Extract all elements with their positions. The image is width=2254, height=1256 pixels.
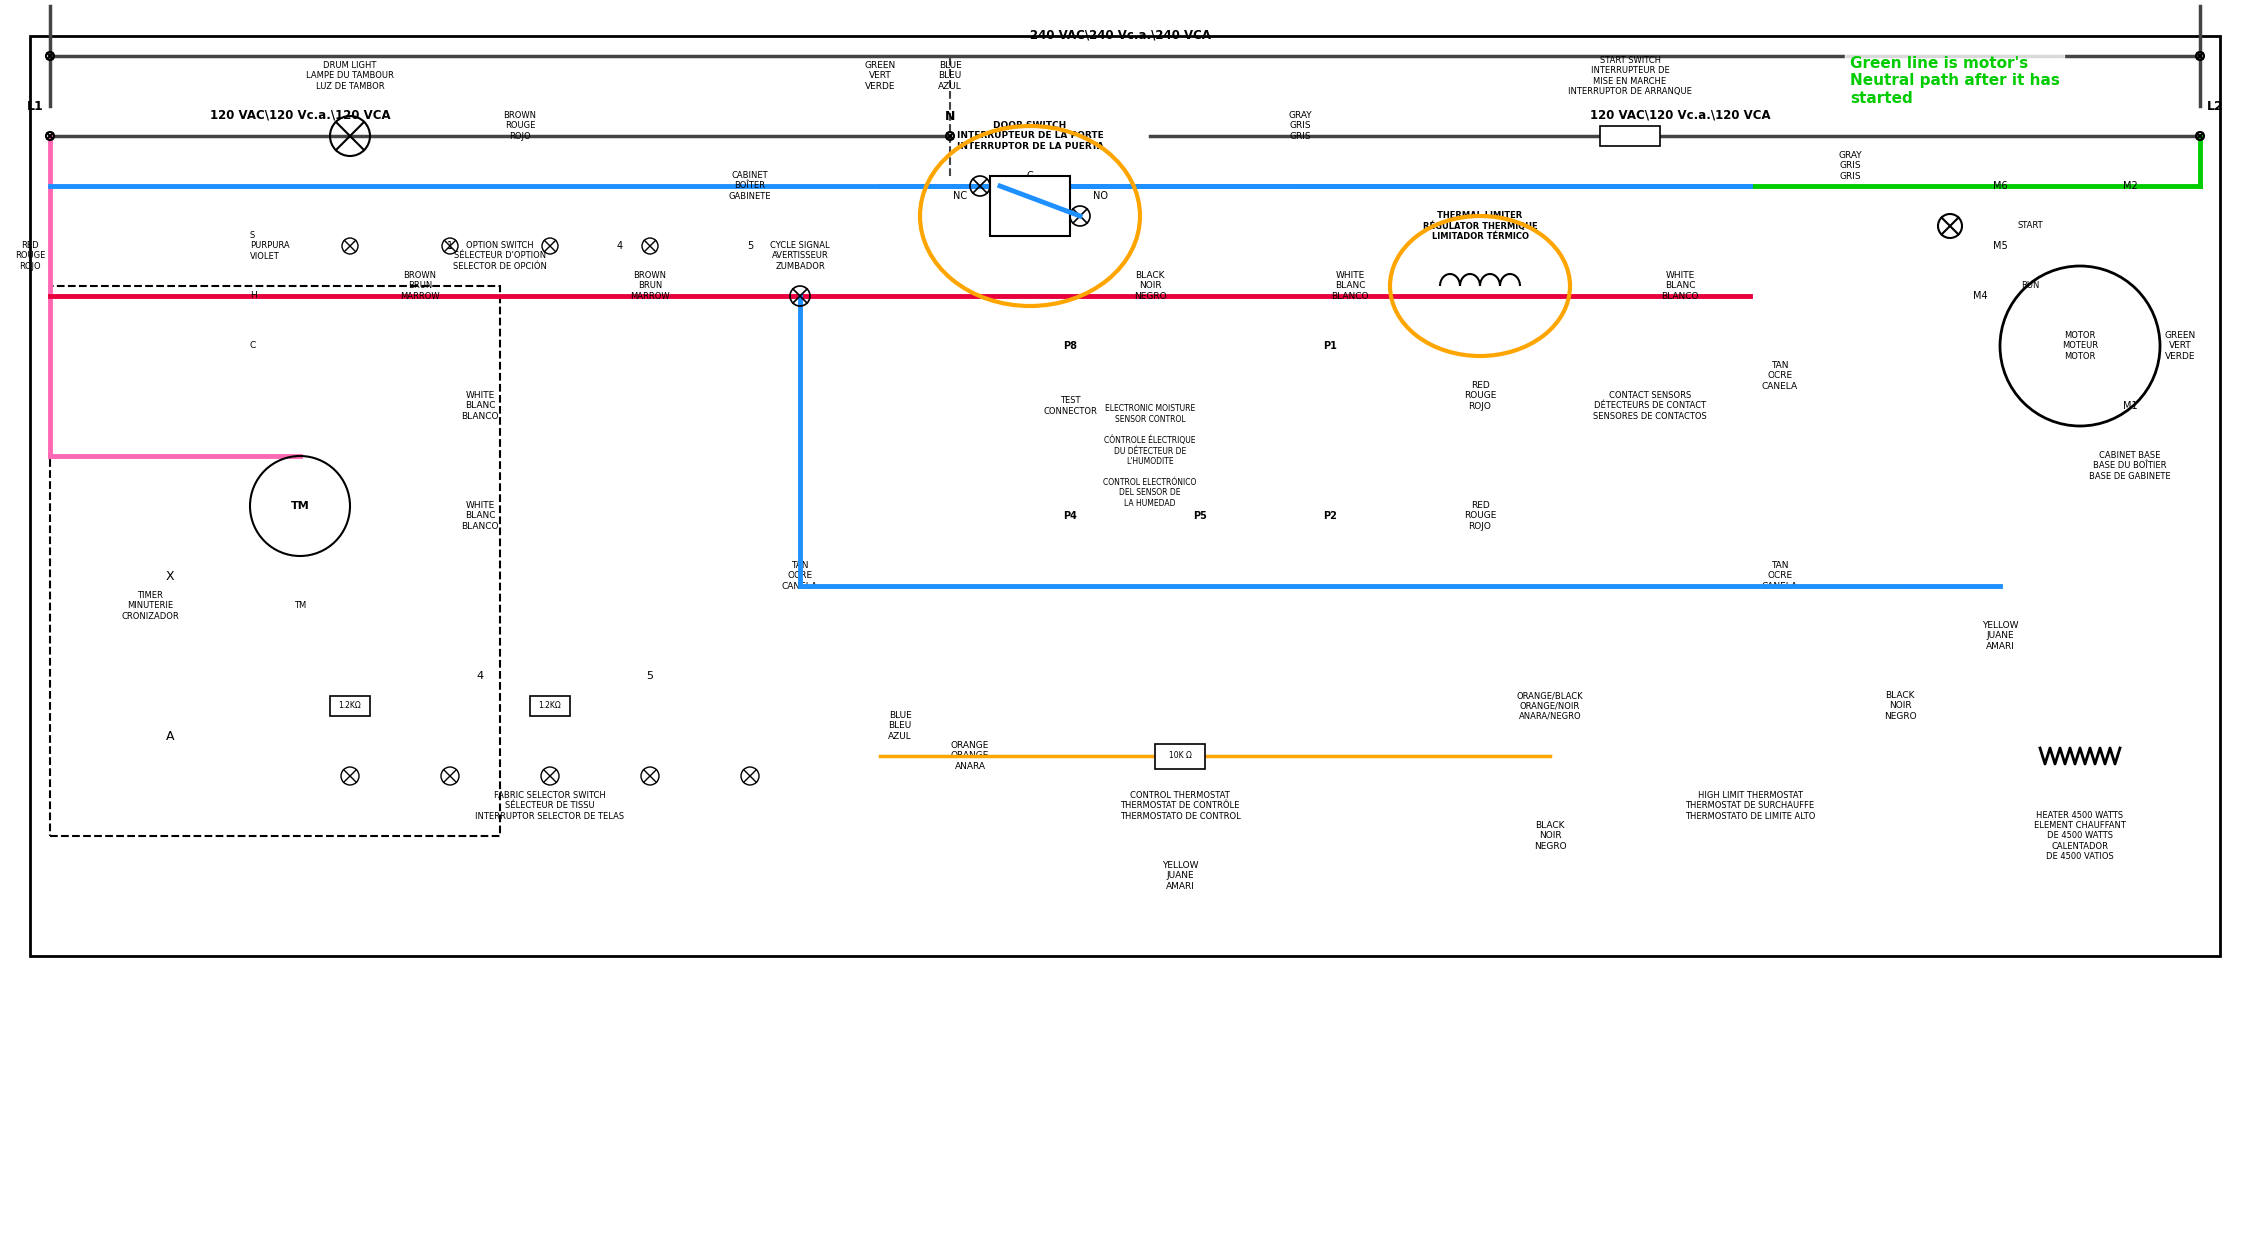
Text: FABRIC SELECTOR SWITCH
SÉLECTEUR DE TISSU
INTERRUPTOR SELECTOR DE TELAS: FABRIC SELECTOR SWITCH SÉLECTEUR DE TISS… <box>476 791 624 821</box>
Text: BROWN
BRUN
MARROW: BROWN BRUN MARROW <box>631 271 669 301</box>
Text: ELECTRONIC MOISTURE
SENSOR CONTROL

CÔNTROLE ÉLECTRIQUE
DU DÉTECTEUR DE
L'HUMODI: ELECTRONIC MOISTURE SENSOR CONTROL CÔNTR… <box>1102 404 1197 507</box>
Text: WHITE
BLANC
BLANCO: WHITE BLANC BLANCO <box>1661 271 1700 301</box>
Text: HEATER 4500 WATTS
ELEMENT CHAUFFANT
DE 4500 WATTS
CALENTADOR
DE 4500 VATIOS: HEATER 4500 WATTS ELEMENT CHAUFFANT DE 4… <box>2033 810 2126 862</box>
Text: M2: M2 <box>2123 181 2137 191</box>
Text: RED
ROUGE
ROJO: RED ROUGE ROJO <box>1463 501 1497 531</box>
Text: WHITE
BLANC
BLANCO: WHITE BLANC BLANCO <box>1332 271 1368 301</box>
Text: RUN: RUN <box>2022 281 2040 290</box>
Bar <box>1600 126 1659 146</box>
Text: L1: L1 <box>27 99 43 113</box>
Text: 240 VAC\240 Vc.a.\240 VCA: 240 VAC\240 Vc.a.\240 VCA <box>1030 28 1210 41</box>
Text: START: START <box>2017 221 2042 231</box>
Text: 1.2KΩ: 1.2KΩ <box>539 702 561 711</box>
Text: NC: NC <box>953 191 967 201</box>
Text: BROWN
ROUGE
ROJO: BROWN ROUGE ROJO <box>503 111 536 141</box>
Text: M6: M6 <box>1993 181 2008 191</box>
Text: M4: M4 <box>1972 291 1988 301</box>
Text: DOOR SWITCH
INTERRUPTEUR DE LA PORTE
INTERRUPTOR DE LA PUERTA: DOOR SWITCH INTERRUPTEUR DE LA PORTE INT… <box>956 121 1104 151</box>
Text: BLACK
NOIR
NEGRO: BLACK NOIR NEGRO <box>1134 271 1165 301</box>
Text: 1: 1 <box>446 241 453 251</box>
Bar <box>29 36 2220 956</box>
Bar <box>530 696 570 716</box>
Text: YELLOW
JUANE
AMARI: YELLOW JUANE AMARI <box>1981 622 2017 651</box>
Text: BLACK
NOIR
NEGRO: BLACK NOIR NEGRO <box>1533 821 1567 850</box>
Text: GRAY
GRIS
GRIS: GRAY GRIS GRIS <box>1839 151 1862 181</box>
Text: BLUE
BLEU
AZUL: BLUE BLEU AZUL <box>888 711 913 741</box>
Text: RED
ROUGE
ROJO: RED ROUGE ROJO <box>16 241 45 271</box>
Text: CYCLE SIGNAL
AVERTISSEUR
ZUMBADOR: CYCLE SIGNAL AVERTISSEUR ZUMBADOR <box>771 241 829 271</box>
Text: 5: 5 <box>746 241 753 251</box>
Text: ORANGE
ORANGE
ANARA: ORANGE ORANGE ANARA <box>951 741 990 771</box>
Text: P1: P1 <box>1323 340 1337 350</box>
Text: TAN
OCRE
CANELA: TAN OCRE CANELA <box>1763 362 1799 391</box>
Text: GREEN
VERT
VERDE: GREEN VERT VERDE <box>863 62 895 90</box>
Text: P2: P2 <box>1323 511 1337 521</box>
Text: 120 VAC\120 Vc.a.\120 VCA: 120 VAC\120 Vc.a.\120 VCA <box>210 108 390 121</box>
Text: TM: TM <box>293 602 307 610</box>
Text: S
PURPURA
VIOLET: S PURPURA VIOLET <box>250 231 289 261</box>
Text: BROWN
BRUN
MARROW: BROWN BRUN MARROW <box>401 271 440 301</box>
Bar <box>50 286 500 836</box>
Text: 5: 5 <box>647 671 654 681</box>
Text: 1.2KΩ: 1.2KΩ <box>338 702 361 711</box>
Text: OPTION SWITCH
SÉLECTEUR D'OPTION
SELECTOR DE OPCIÓN: OPTION SWITCH SÉLECTEUR D'OPTION SELECTO… <box>453 241 548 271</box>
Text: CABINET BASE
BASE DU BOÎTIER
BASE DE GABINETE: CABINET BASE BASE DU BOÎTIER BASE DE GAB… <box>2089 451 2171 481</box>
Text: P8: P8 <box>1064 340 1077 350</box>
Text: TIMER
MINUTERIE
CRONIZADOR: TIMER MINUTERIE CRONIZADOR <box>122 592 178 620</box>
Text: C: C <box>250 342 257 350</box>
Text: BLACK
NOIR
NEGRO: BLACK NOIR NEGRO <box>1884 691 1916 721</box>
Text: YELLOW
JUANE
AMARI: YELLOW JUANE AMARI <box>1161 862 1199 891</box>
Bar <box>990 176 1071 236</box>
Text: DRUM LIGHT
LAMPE DU TAMBOUR
LUZ DE TAMBOR: DRUM LIGHT LAMPE DU TAMBOUR LUZ DE TAMBO… <box>307 62 394 90</box>
Text: TAN
OCRE
CANELA: TAN OCRE CANELA <box>1763 561 1799 590</box>
Bar <box>329 696 370 716</box>
Text: C: C <box>1026 171 1032 181</box>
Text: MOTOR
MOTEUR
MOTOR: MOTOR MOTEUR MOTOR <box>2062 332 2098 360</box>
Text: P5: P5 <box>1192 511 1206 521</box>
Text: BLUE
BLEU
AZUL: BLUE BLEU AZUL <box>938 62 962 90</box>
Text: A: A <box>167 730 174 742</box>
Text: CONTROL THERMOSTAT
THERMOSTAT DE CONTRÔLE
THERMOSTATO DE CONTROL: CONTROL THERMOSTAT THERMOSTAT DE CONTRÔL… <box>1120 791 1240 821</box>
Text: TEST
CONNECTOR: TEST CONNECTOR <box>1044 397 1098 416</box>
Text: WHITE
BLANC
BLANCO: WHITE BLANC BLANCO <box>462 391 498 421</box>
Text: X: X <box>167 569 174 583</box>
Text: GRAY
GRIS
GRIS: GRAY GRIS GRIS <box>1289 111 1312 141</box>
Text: 4: 4 <box>476 671 485 681</box>
Text: 4: 4 <box>618 241 622 251</box>
Text: H: H <box>250 291 257 300</box>
Text: TM: TM <box>291 501 309 511</box>
Text: 10K Ω: 10K Ω <box>1168 751 1192 760</box>
Text: L2: L2 <box>2207 99 2222 113</box>
Text: GREEN
VERT
VERDE: GREEN VERT VERDE <box>2164 332 2195 360</box>
Text: 120 VAC\120 Vc.a.\120 VCA: 120 VAC\120 Vc.a.\120 VCA <box>1589 108 1769 121</box>
Text: WHITE
BLANC
BLANCO: WHITE BLANC BLANCO <box>462 501 498 531</box>
Text: N: N <box>944 109 956 123</box>
Bar <box>1154 744 1206 769</box>
Text: RED
ROUGE
ROJO: RED ROUGE ROJO <box>1463 381 1497 411</box>
Text: Green line is motor's
Neutral path after it has
started: Green line is motor's Neutral path after… <box>1851 57 2060 106</box>
Text: M1: M1 <box>2123 401 2137 411</box>
Text: CONTACT SENSORS
DÉTECTEURS DE CONTACT
SENSORES DE CONTACTOS: CONTACT SENSORS DÉTECTEURS DE CONTACT SE… <box>1594 391 1706 421</box>
Text: ORANGE/BLACK
ORANGE/NOIR
ANARA/NEGRO: ORANGE/BLACK ORANGE/NOIR ANARA/NEGRO <box>1517 691 1582 721</box>
Text: NO: NO <box>1093 191 1107 201</box>
Text: CABINET
BOÎTER
GABINETE: CABINET BOÎTER GABINETE <box>728 171 771 201</box>
Text: M5: M5 <box>1993 241 2008 251</box>
Text: START SWITCH
INTERRUPTEUR DE
MISE EN MARCHE
INTERRUPTOR DE ARRANQUE: START SWITCH INTERRUPTEUR DE MISE EN MAR… <box>1569 57 1693 97</box>
Text: HIGH LIMIT THERMOSTAT
THERMOSTAT DE SURCHAUFFE
THERMOSTATO DE LIMITE ALTO: HIGH LIMIT THERMOSTAT THERMOSTAT DE SURC… <box>1684 791 1814 821</box>
Text: THERMAL LIMITER
RÉGULATOR THERMIQUE
LIMITADOR TÉRMICO: THERMAL LIMITER RÉGULATOR THERMIQUE LIMI… <box>1422 211 1537 241</box>
Text: P4: P4 <box>1064 511 1077 521</box>
Text: TAN
OCRE
CANELA: TAN OCRE CANELA <box>782 561 818 590</box>
